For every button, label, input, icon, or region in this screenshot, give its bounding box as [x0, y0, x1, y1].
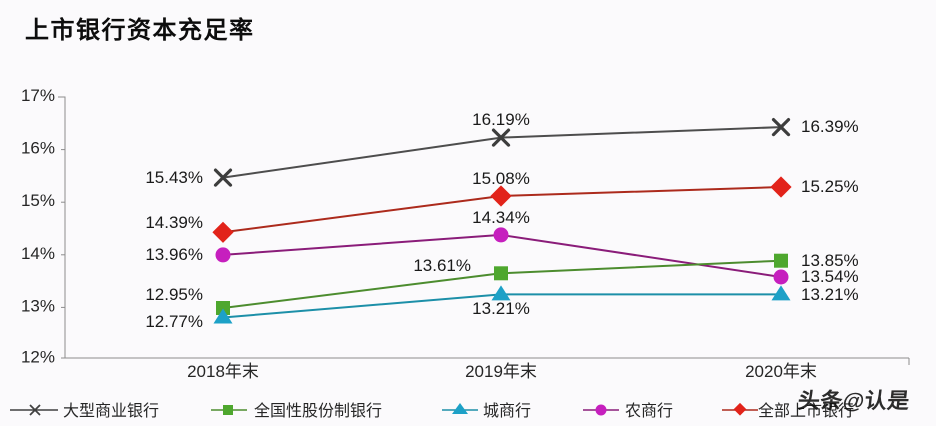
svg-text:2020年末: 2020年末 — [745, 362, 817, 381]
svg-text:14.34%: 14.34% — [472, 208, 530, 227]
svg-text:16.39%: 16.39% — [801, 117, 859, 136]
svg-text:16.19%: 16.19% — [472, 110, 530, 129]
svg-text:14.39%: 14.39% — [145, 213, 203, 232]
svg-text:13.21%: 13.21% — [472, 299, 530, 318]
svg-text:15%: 15% — [21, 191, 55, 210]
svg-text:12%: 12% — [21, 348, 55, 367]
svg-text:13.85%: 13.85% — [801, 251, 859, 270]
svg-text:15.08%: 15.08% — [472, 169, 530, 188]
svg-text:城商行: 城商行 — [483, 402, 531, 420]
svg-text:大型商业银行: 大型商业银行 — [63, 402, 159, 420]
svg-text:13.96%: 13.96% — [145, 245, 203, 264]
svg-text:13.21%: 13.21% — [801, 285, 859, 304]
svg-text:13%: 13% — [21, 296, 55, 315]
svg-text:全国性股份制银行: 全国性股份制银行 — [254, 402, 382, 420]
svg-text:农商行: 农商行 — [625, 402, 673, 420]
svg-text:15.43%: 15.43% — [145, 168, 203, 187]
svg-text:12.77%: 12.77% — [145, 312, 203, 331]
svg-text:2019年末: 2019年末 — [465, 362, 537, 381]
svg-text:12.95%: 12.95% — [145, 285, 203, 304]
svg-text:14%: 14% — [21, 244, 55, 263]
svg-text:17%: 17% — [21, 86, 55, 105]
svg-text:15.25%: 15.25% — [801, 177, 859, 196]
svg-text:16%: 16% — [21, 139, 55, 158]
svg-text:2018年末: 2018年末 — [187, 362, 259, 381]
svg-text:13.61%: 13.61% — [413, 256, 471, 275]
